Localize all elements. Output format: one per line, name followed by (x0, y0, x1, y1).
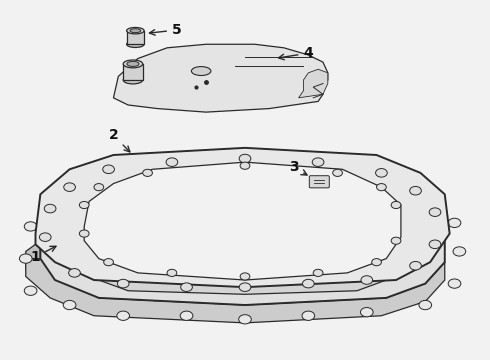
Ellipse shape (192, 67, 211, 76)
Circle shape (391, 237, 401, 244)
Text: 1: 1 (30, 246, 56, 264)
Circle shape (79, 202, 89, 208)
Text: 4: 4 (278, 46, 313, 60)
Circle shape (24, 222, 37, 231)
Polygon shape (26, 258, 445, 323)
Circle shape (448, 218, 461, 228)
Circle shape (104, 258, 114, 266)
Circle shape (64, 183, 75, 192)
Circle shape (448, 279, 461, 288)
Circle shape (39, 233, 51, 242)
Circle shape (302, 311, 315, 320)
Ellipse shape (123, 76, 143, 84)
Polygon shape (126, 31, 144, 44)
Circle shape (372, 258, 381, 266)
Circle shape (24, 286, 37, 296)
Circle shape (312, 158, 324, 166)
Ellipse shape (130, 29, 141, 33)
Circle shape (117, 311, 129, 320)
Polygon shape (26, 241, 40, 269)
Circle shape (313, 269, 323, 276)
Circle shape (453, 247, 465, 256)
Circle shape (239, 283, 251, 292)
Polygon shape (123, 64, 143, 80)
Circle shape (391, 202, 401, 208)
Circle shape (239, 154, 251, 163)
Ellipse shape (126, 27, 144, 34)
Circle shape (180, 311, 193, 320)
Polygon shape (298, 69, 328, 98)
Text: 2: 2 (109, 129, 130, 152)
Text: 5: 5 (149, 23, 182, 37)
Polygon shape (35, 148, 450, 287)
Circle shape (312, 186, 324, 195)
Circle shape (361, 307, 373, 317)
Circle shape (333, 169, 343, 176)
Circle shape (240, 162, 250, 169)
Circle shape (239, 186, 251, 195)
Circle shape (385, 190, 397, 199)
Circle shape (166, 186, 178, 195)
FancyBboxPatch shape (309, 176, 329, 188)
Circle shape (375, 168, 387, 177)
Circle shape (429, 240, 441, 249)
Circle shape (69, 269, 80, 277)
Circle shape (429, 201, 441, 210)
Circle shape (117, 279, 129, 288)
Circle shape (302, 279, 314, 288)
Circle shape (429, 208, 441, 216)
Polygon shape (40, 173, 445, 305)
Circle shape (63, 300, 76, 310)
Polygon shape (114, 44, 328, 112)
Circle shape (240, 273, 250, 280)
Circle shape (239, 315, 251, 324)
Circle shape (419, 300, 432, 310)
Circle shape (44, 201, 56, 210)
Circle shape (410, 261, 421, 270)
Circle shape (143, 169, 152, 176)
Circle shape (103, 165, 115, 174)
Circle shape (79, 230, 89, 237)
Circle shape (44, 204, 56, 213)
Circle shape (376, 184, 386, 191)
Circle shape (20, 254, 32, 263)
Polygon shape (84, 162, 401, 280)
Circle shape (167, 269, 177, 276)
Circle shape (361, 276, 373, 284)
Circle shape (94, 184, 104, 191)
Circle shape (93, 190, 105, 199)
Ellipse shape (127, 62, 139, 66)
Circle shape (181, 283, 193, 292)
Text: 3: 3 (289, 161, 307, 175)
Circle shape (410, 186, 421, 195)
Polygon shape (74, 187, 411, 294)
Circle shape (166, 158, 178, 166)
Ellipse shape (123, 60, 143, 68)
Ellipse shape (126, 41, 144, 48)
